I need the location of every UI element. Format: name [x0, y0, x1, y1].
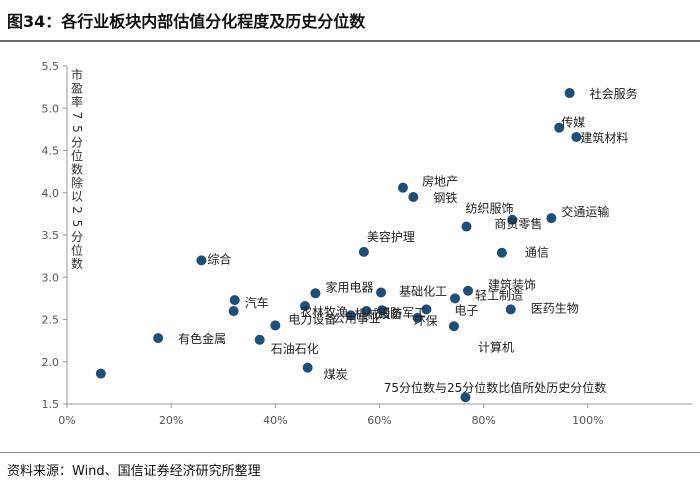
data-label: 医药生物 — [531, 301, 579, 315]
data-label: 房地产 — [422, 174, 458, 189]
data-label: 美容护理 — [367, 229, 415, 244]
data-point — [505, 304, 516, 315]
data-points — [95, 88, 582, 403]
y-axis-title-char: 市 — [71, 67, 83, 82]
data-point — [450, 293, 461, 304]
data-point — [254, 334, 265, 345]
y-axis-title-char: 2 — [70, 206, 84, 214]
data-point — [507, 214, 518, 225]
data-label: 汽车 — [245, 295, 269, 310]
data-label: 商贸零售 — [494, 216, 542, 231]
data-point — [300, 300, 311, 311]
data-point — [358, 246, 369, 257]
data-label: 纺织服饰 — [465, 202, 513, 216]
data-label: 建筑材料 — [580, 130, 628, 145]
data-point — [270, 320, 281, 331]
data-label: 通信 — [525, 246, 549, 260]
data-label: 交通运输 — [561, 204, 609, 219]
x-tick-label: 0% — [58, 414, 75, 427]
data-label: 电子 — [454, 303, 478, 317]
y-axis-title-char: 位 — [71, 148, 83, 163]
title-divider — [0, 40, 700, 42]
data-point — [463, 285, 474, 296]
data-point — [196, 255, 207, 266]
data-label: 煤炭 — [324, 368, 348, 382]
data-label: 有色金属 — [178, 331, 226, 346]
y-axis-title-char: 位 — [71, 243, 83, 258]
y-axis-title-char: 以 — [71, 190, 83, 204]
x-tick-label: 20% — [159, 414, 183, 427]
y-axis-title-char: 7 — [70, 112, 84, 120]
data-point — [408, 191, 419, 202]
data-label: 轻工制造 — [475, 288, 523, 302]
data-point — [95, 368, 106, 379]
data-point — [376, 287, 387, 298]
data-point — [412, 312, 423, 323]
y-tick-label: 2.5 — [42, 314, 60, 327]
x-tick-label: 60% — [367, 414, 391, 427]
data-point — [361, 306, 372, 317]
data-point — [448, 321, 459, 332]
data-point — [421, 304, 432, 315]
y-axis-title-char: 分 — [71, 136, 83, 150]
source-note: 资料来源：Wind、国信证券经济研究所整理 — [7, 464, 261, 479]
data-label: 家用电器 — [325, 279, 373, 294]
data-label: 传媒 — [561, 115, 585, 130]
y-tick-label: 3.5 — [42, 229, 60, 242]
data-label: 社会服务 — [590, 86, 638, 101]
data-point — [397, 182, 408, 193]
data-label: 基础化工 — [399, 284, 447, 298]
data-label: 公用事业 — [333, 311, 381, 325]
y-axis-title-char: 5 — [70, 125, 84, 133]
data-point — [229, 295, 240, 306]
chart-ticks: 1.5 2.0 2.5 3.0 3.5 4.0 4.5 5.0 5.5 0% 20% 40% 60% 80… — [42, 60, 604, 427]
data-label: 建筑装饰 — [488, 277, 536, 292]
data-point — [310, 288, 321, 299]
data-point — [496, 247, 507, 258]
y-tick-label: 1.5 — [42, 398, 60, 411]
data-point — [564, 88, 575, 99]
data-point — [345, 310, 356, 321]
y-axis-title-char: 5 — [70, 220, 84, 228]
data-label: 石油石化 — [271, 342, 319, 356]
y-axis-title-char: 数 — [71, 162, 83, 177]
data-point — [377, 305, 388, 316]
data-label: 环保 — [414, 314, 438, 328]
data-label: 电力设备 — [288, 312, 336, 326]
data-point — [228, 306, 239, 317]
source-divider — [0, 452, 700, 453]
data-label: 农林牧渔 — [300, 305, 348, 319]
data-point — [461, 221, 472, 232]
data-label: 计算机 — [478, 339, 514, 354]
data-point — [153, 333, 164, 344]
y-axis-title-char: 数 — [71, 256, 83, 271]
y-axis-title-char: 除 — [71, 175, 83, 190]
y-axis-title-char: 分 — [71, 230, 83, 244]
x-tick-label: 80% — [471, 414, 495, 427]
y-tick-label: 5.5 — [42, 60, 60, 73]
y-tick-label: 2.0 — [42, 356, 60, 369]
y-tick-label: 4.5 — [42, 145, 60, 158]
y-axis-title-char: 率 — [71, 94, 83, 109]
data-label: 钢铁 — [433, 191, 457, 205]
x-tick-label: 100% — [572, 414, 603, 427]
data-label: 综合 — [207, 251, 231, 266]
data-point — [554, 122, 565, 133]
y-tick-label: 3.0 — [42, 271, 60, 284]
y-tick-label: 4.0 — [42, 187, 60, 200]
data-label: 机械设备 — [354, 306, 402, 321]
data-point — [546, 213, 557, 224]
y-axis-title-char: 盈 — [71, 82, 83, 96]
data-point — [460, 392, 471, 403]
data-point — [302, 362, 313, 373]
y-tick-label: 5.0 — [42, 102, 60, 115]
figure-title: 图34：各行业板块内部估值分化程度及历史分位数 — [7, 12, 366, 31]
x-tick-label: 40% — [263, 414, 287, 427]
data-point — [571, 131, 582, 142]
data-label: 国防军工 — [378, 305, 426, 320]
x-axis-title: 75分位数与25分位数比值所处历史分位数 — [384, 380, 607, 395]
